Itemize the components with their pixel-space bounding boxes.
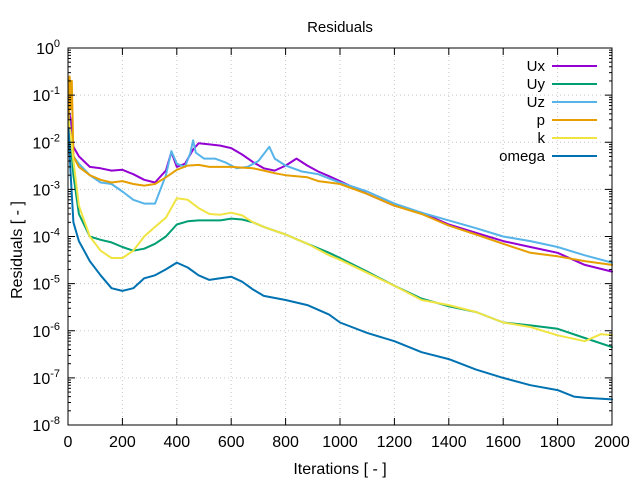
legend-label-p: p: [537, 112, 545, 129]
legend-label-k: k: [538, 130, 546, 147]
series-line-omega: [67, 127, 613, 401]
y-tick-label: 10-7: [32, 368, 60, 388]
x-tick-label: 1000: [322, 434, 358, 451]
legend-label-Ux: Ux: [527, 58, 546, 75]
x-tick-label: 2000: [594, 434, 630, 451]
plot-area: [67, 75, 613, 401]
x-tick-label: 400: [163, 434, 190, 451]
x-axis-title: Iterations [ - ]: [293, 461, 386, 478]
series-line-Ux: [67, 108, 613, 273]
series-line-Uz: [67, 108, 613, 264]
chart-title: Residuals: [307, 19, 373, 36]
legend-label-omega: omega: [499, 148, 546, 165]
x-tick-label: 1600: [485, 434, 521, 451]
series-line-p: [67, 75, 613, 266]
x-tick-label: 1200: [377, 434, 413, 451]
y-tick-label: 10-8: [32, 415, 60, 435]
x-tick-label: 800: [272, 434, 299, 451]
x-tick-label: 200: [109, 434, 136, 451]
axis-ticks: 0 200 400 600 800 1000 1200 1400 1600 1800 2000 10-…: [32, 38, 629, 451]
x-tick-label: 600: [218, 434, 245, 451]
legend-label-Uz: Uz: [527, 94, 545, 111]
x-tick-label: 1800: [540, 434, 576, 451]
y-tick-label: 10-4: [32, 227, 60, 247]
y-tick-label: 10-5: [32, 274, 60, 294]
series-line-k: [67, 118, 613, 343]
x-tick-label: 1400: [431, 434, 467, 451]
y-tick-label: 10-6: [32, 321, 60, 341]
legend-label-Uy: Uy: [527, 76, 546, 93]
x-tick-label: 0: [64, 434, 73, 451]
y-tick-label: 10-2: [32, 132, 60, 152]
y-tick-label: 10-3: [32, 179, 60, 199]
y-axis-title: Residuals [ - ]: [9, 201, 26, 299]
y-tick-label: 100: [36, 38, 60, 58]
y-tick-label: 10-1: [32, 85, 60, 105]
